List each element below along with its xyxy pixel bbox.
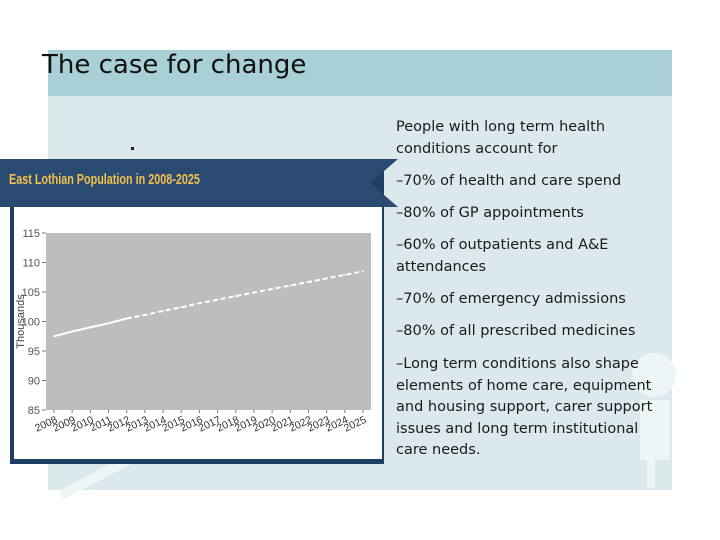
y-axis-label: Thousands (15, 294, 27, 349)
data-point (271, 288, 273, 290)
watermark-person-head-icon (632, 353, 676, 397)
bullet-outpatients: –60% of outpatients and A&E attendances (396, 237, 609, 275)
data-point (234, 295, 237, 297)
bullet-item: –Long term conditions also shape element… (396, 354, 658, 462)
bullet-item: –60% of outpatients and A&E attendances (396, 235, 656, 278)
title-band (48, 50, 672, 96)
bullet-long-term-conditions: –Long term conditions also shape element… (396, 356, 653, 458)
bullet-item: –70% of health and care spend (396, 171, 656, 193)
data-point (216, 298, 219, 301)
bullet-emergency-admissions: –70% of emergency admissions (396, 291, 626, 307)
data-point (180, 306, 183, 309)
y-tick-label: 85 (28, 405, 40, 417)
y-tick-label: 105 (22, 287, 40, 299)
bullet-item: –70% of emergency admissions (396, 289, 656, 311)
data-point (307, 281, 310, 283)
bullet-prescribed-medicines: –80% of all prescribed medicines (396, 323, 636, 339)
bullet-item: –80% of GP appointments (396, 203, 656, 225)
data-point (125, 317, 128, 320)
data-point (362, 270, 364, 273)
population-line-chart: 115110105100959085Thousands2008200920102… (15, 228, 371, 435)
data-point (162, 310, 164, 312)
intro-text: People with long term health conditions … (396, 119, 606, 157)
data-point (344, 274, 346, 276)
chart-title-banner (0, 159, 398, 207)
slide-title: The case for change (42, 50, 307, 80)
watermark-bar-icon (647, 458, 655, 488)
watermark-person-body-icon (640, 400, 670, 460)
data-point (53, 335, 55, 338)
y-tick-label: 115 (22, 228, 40, 240)
data-point (198, 302, 201, 305)
data-point (89, 326, 92, 329)
data-point (144, 314, 146, 316)
text-intro: People with long term health conditions … (396, 117, 656, 160)
bullet-gp-appointments: –80% of GP appointments (396, 205, 584, 221)
bullet-item: –80% of all prescribed medicines (396, 321, 656, 343)
chart-title: East Lothian Population in 2008-2025 (9, 171, 200, 188)
plot-area (46, 233, 371, 410)
stray-mark (131, 147, 134, 150)
y-tick-label: 95 (28, 346, 40, 358)
bullet-health-care-spend: –70% of health and care spend (396, 173, 622, 189)
y-tick-label: 100 (22, 317, 40, 329)
data-point (253, 291, 255, 294)
data-point (71, 330, 73, 333)
y-tick-label: 110 (22, 258, 40, 270)
data-point (325, 277, 328, 280)
data-point (107, 322, 110, 325)
series-line-dashed (126, 270, 364, 320)
y-tick-label: 90 (28, 376, 40, 388)
data-point (289, 284, 292, 287)
